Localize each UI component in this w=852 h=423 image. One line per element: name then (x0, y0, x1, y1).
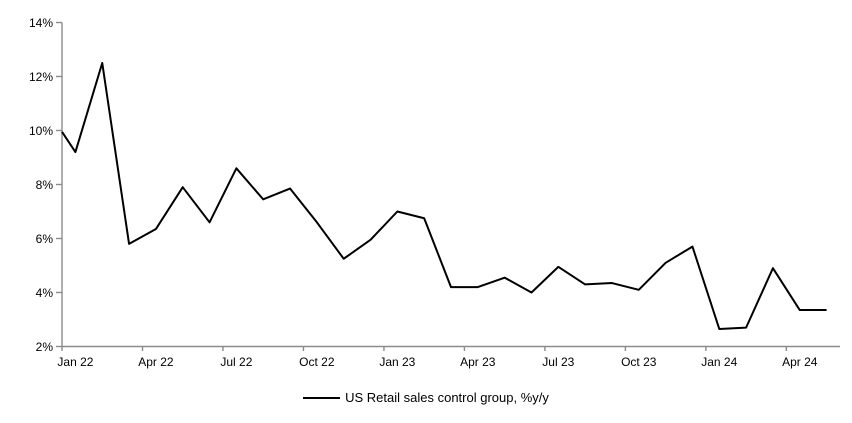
x-axis-tick-label: Jul 22 (220, 355, 253, 369)
x-axis-tick-label: Jan 24 (701, 355, 738, 369)
axis-lines (61, 22, 840, 348)
y-axis-tick-label: 6% (35, 231, 53, 246)
y-axis-tick-label: 14% (28, 15, 53, 30)
x-axis-tick-label: Jan 22 (57, 355, 94, 369)
y-axis-tick-label: 12% (28, 69, 53, 84)
legend-label: US Retail sales control group, %y/y (345, 390, 549, 405)
x-axis-tick-label: Apr 24 (782, 355, 818, 369)
y-axis-tick-label: 2% (35, 339, 53, 354)
y-axis-tick-label: 8% (35, 177, 53, 192)
x-axis-tick-label: Jan 23 (379, 355, 416, 369)
x-axis-tick-label: Apr 22 (138, 355, 174, 369)
x-axis-tick-label: Apr 23 (460, 355, 496, 369)
y-axis-tick-label: 4% (35, 285, 53, 300)
x-axis-tick-label: Oct 22 (299, 355, 335, 369)
legend: US Retail sales control group, %y/y (0, 389, 852, 407)
legend-line-sample-icon (303, 397, 341, 399)
x-axis-tick-label: Jul 23 (542, 355, 575, 369)
y-axis-tick-label: 10% (28, 123, 53, 138)
x-axis-tick-label: Oct 23 (621, 355, 657, 369)
series-line (61, 62, 827, 330)
